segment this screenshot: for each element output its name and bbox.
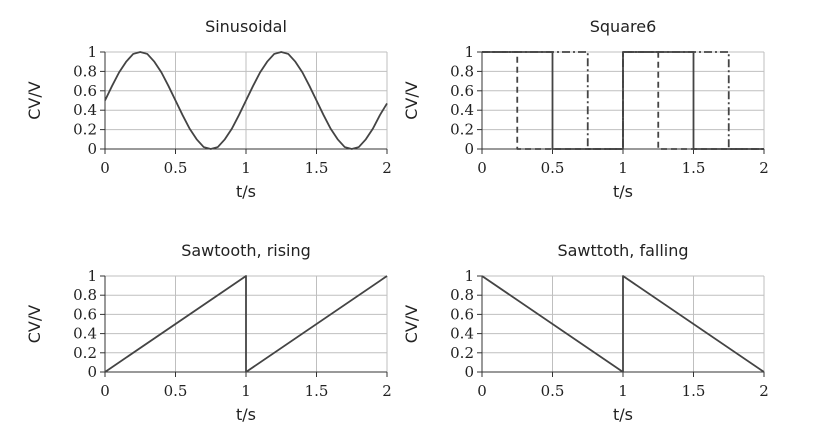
y-tick-label: 1 (87, 267, 97, 285)
y-axis-label: CV/V (402, 305, 421, 344)
y-tick-label: 0.4 (73, 101, 97, 119)
x-axis-label: t/s (613, 405, 633, 424)
x-tick-label: 0 (477, 159, 487, 177)
y-tick-label: 0.4 (73, 325, 97, 343)
series-line-1 (482, 51, 764, 150)
series-line-1 (481, 275, 765, 373)
y-tick-label: 0 (464, 140, 474, 158)
x-tick-label: 2 (759, 159, 769, 177)
x-tick-label: 2 (382, 382, 392, 400)
y-tick-label: 0 (87, 363, 97, 381)
y-tick-label: 0.6 (450, 82, 474, 100)
chart-title: Square6 (590, 17, 657, 36)
y-tick-label: 0.2 (450, 344, 474, 362)
series-line-2 (482, 51, 764, 150)
x-axis-label: t/s (236, 405, 256, 424)
x-tick-label: 1.5 (305, 159, 329, 177)
x-tick-label: 1.5 (682, 159, 706, 177)
y-axis-label: CV/V (402, 81, 421, 120)
y-tick-label: 0.4 (450, 101, 474, 119)
x-tick-label: 0.5 (164, 382, 188, 400)
y-tick-label: 0.8 (450, 62, 474, 80)
x-tick-label: 2 (382, 159, 392, 177)
series-line-1 (104, 51, 388, 150)
x-tick-label: 1 (618, 159, 628, 177)
y-tick-label: 0 (87, 140, 97, 158)
x-tick-label: 1 (241, 382, 251, 400)
y-tick-label: 0 (464, 363, 474, 381)
x-tick-label: 0.5 (541, 382, 565, 400)
x-axis-label: t/s (613, 182, 633, 201)
y-tick-label: 0.2 (73, 121, 97, 139)
y-tick-label: 0.2 (450, 121, 474, 139)
y-tick-label: 0.6 (73, 305, 97, 323)
y-tick-label: 0.6 (73, 82, 97, 100)
x-tick-label: 0.5 (164, 159, 188, 177)
x-tick-label: 0.5 (541, 159, 565, 177)
y-axis-label: CV/V (25, 81, 44, 120)
x-tick-label: 0 (477, 382, 487, 400)
y-tick-label: 0.8 (450, 286, 474, 304)
x-tick-label: 0 (100, 159, 110, 177)
y-tick-label: 0.8 (73, 62, 97, 80)
x-tick-label: 2 (759, 382, 769, 400)
y-tick-label: 1 (87, 43, 97, 61)
y-tick-label: 1 (464, 267, 474, 285)
x-axis-label: t/s (236, 182, 256, 201)
y-tick-label: 0.2 (73, 344, 97, 362)
y-tick-label: 0.4 (450, 325, 474, 343)
y-tick-label: 1 (464, 43, 474, 61)
chart-title: Sawttoth, falling (557, 241, 688, 260)
series-line-1 (104, 275, 388, 373)
x-tick-label: 1.5 (682, 382, 706, 400)
x-tick-label: 1.5 (305, 382, 329, 400)
y-tick-label: 0.6 (450, 305, 474, 323)
x-tick-label: 0 (100, 382, 110, 400)
y-tick-label: 0.8 (73, 286, 97, 304)
chart-title: Sawtooth, rising (181, 241, 311, 260)
x-tick-label: 1 (618, 382, 628, 400)
y-axis-label: CV/V (25, 305, 44, 344)
x-tick-label: 1 (241, 159, 251, 177)
chart-title: Sinusoidal (205, 17, 287, 36)
